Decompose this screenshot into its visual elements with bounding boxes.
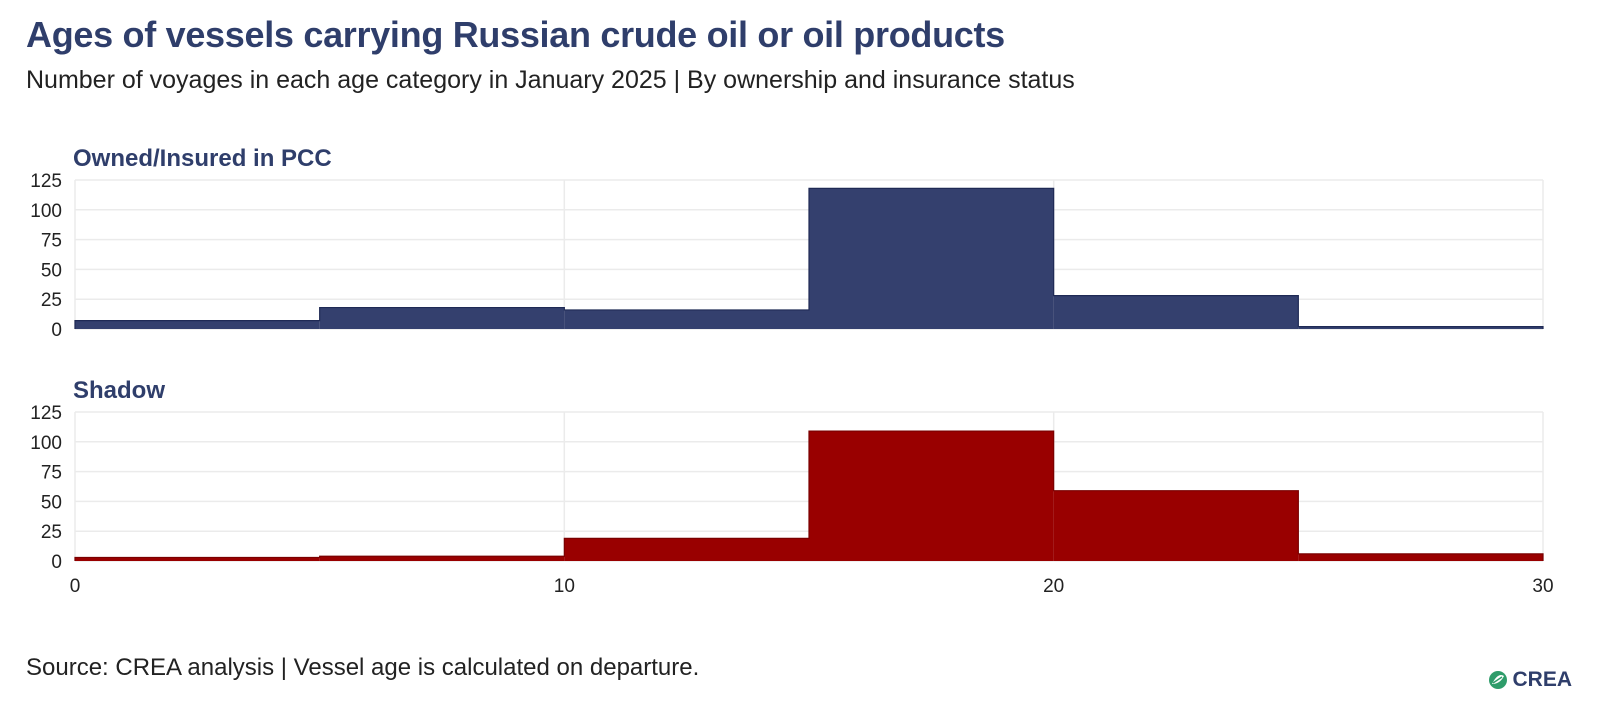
histogram-chart: Owned/Insured in PCC0255075100125Shadow0… xyxy=(30,145,1553,597)
histogram-bar xyxy=(1053,490,1299,561)
y-tick-label: 25 xyxy=(41,522,62,543)
logo-text: CREA xyxy=(1512,668,1572,691)
chart-title: Ages of vessels carrying Russian crude o… xyxy=(26,14,1005,55)
x-tick-label: 30 xyxy=(1532,576,1553,597)
y-tick-label: 0 xyxy=(51,320,62,341)
y-tick-label: 50 xyxy=(41,260,62,281)
histogram-bar xyxy=(809,188,1054,329)
histogram-outline xyxy=(74,187,1544,329)
x-tick-label: 20 xyxy=(1043,576,1064,597)
x-tick-label: 10 xyxy=(554,576,575,597)
histogram-bar xyxy=(564,538,809,561)
panel-shadow: Shadow 0 25 50 75 100 125 0 10 20 30 xyxy=(30,377,1553,597)
histogram-bar xyxy=(1298,326,1543,329)
y-tick-label: 75 xyxy=(41,231,62,252)
y-tick-label: 100 xyxy=(30,201,62,222)
histogram-bar xyxy=(75,557,320,561)
histogram-bar xyxy=(319,556,565,561)
y-tick-label: 0 xyxy=(51,552,62,573)
y-tick-label: 125 xyxy=(30,171,62,192)
histogram-bar xyxy=(75,320,320,329)
y-tick-label: 125 xyxy=(30,403,62,424)
histogram-outline xyxy=(74,430,1544,561)
panel-title: Owned/Insured in PCC xyxy=(73,145,332,172)
panel-owned-insured: Owned/Insured in PCC 0 25 50 75 100 125 xyxy=(30,145,1544,341)
histogram-bar xyxy=(1053,295,1299,329)
source-note: Source: CREA analysis | Vessel age is ca… xyxy=(26,654,700,681)
histogram-bar xyxy=(1298,553,1543,561)
y-tick-label: 100 xyxy=(30,433,62,454)
panel-title: Shadow xyxy=(73,377,165,404)
x-tick-label: 0 xyxy=(70,576,81,597)
histogram-bar xyxy=(809,431,1054,561)
crea-leaf-icon xyxy=(1489,671,1508,689)
chart-subtitle: Number of voyages in each age category i… xyxy=(26,66,1075,94)
histogram-bar xyxy=(319,307,565,329)
crea-logo: CREA xyxy=(1488,668,1572,692)
y-tick-label: 25 xyxy=(41,290,62,311)
y-tick-label: 75 xyxy=(41,463,62,484)
y-tick-label: 50 xyxy=(41,492,62,513)
histogram-bar xyxy=(564,309,809,329)
